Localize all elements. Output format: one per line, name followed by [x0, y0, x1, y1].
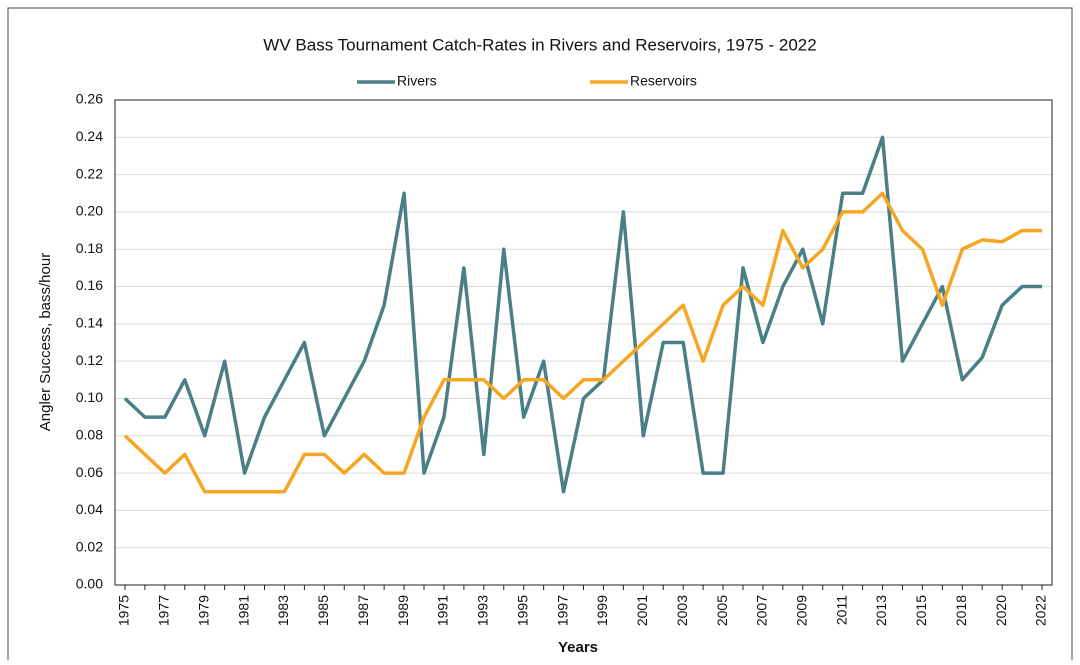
- y-tick-label: 0.16: [76, 277, 103, 293]
- x-tick-label: 2015: [913, 595, 929, 626]
- y-tick-label: 0.06: [76, 464, 103, 480]
- x-tick-label: 2020: [993, 595, 1009, 626]
- x-tick-label: 1981: [235, 595, 251, 626]
- legend-label: Rivers: [397, 73, 437, 89]
- x-tick-label: 2011: [833, 595, 849, 625]
- x-tick-label: 1999: [594, 595, 610, 626]
- chart-title: WV Bass Tournament Catch-Rates in Rivers…: [263, 35, 816, 54]
- x-tick-label: 1991: [435, 595, 451, 626]
- y-tick-label: 0.22: [76, 165, 103, 181]
- x-tick-label: 1993: [475, 595, 491, 626]
- x-tick-label: 2009: [794, 595, 810, 626]
- y-tick-label: 0.12: [76, 352, 103, 368]
- x-tick-label: 1975: [116, 595, 132, 626]
- y-tick-label: 0.10: [76, 389, 103, 405]
- y-tick-label: 0.14: [76, 315, 103, 331]
- y-tick-label: 0.18: [76, 240, 103, 256]
- x-tick-label: 2007: [754, 595, 770, 626]
- y-tick-label: 0.04: [76, 501, 103, 517]
- x-tick-label: 2005: [714, 595, 730, 626]
- y-tick-label: 0.24: [76, 128, 103, 144]
- legend-label: Reservoirs: [630, 73, 697, 89]
- y-tick-label: 0.20: [76, 203, 103, 219]
- y-tick-label: 0.00: [76, 576, 103, 592]
- chart-frame: [7, 7, 1073, 665]
- x-tick-label: 1987: [355, 595, 371, 626]
- x-tick-label: 2013: [873, 595, 889, 626]
- x-tick-label: 1985: [315, 595, 331, 626]
- x-tick-label: 1989: [395, 595, 411, 626]
- x-tick-label: 2018: [953, 595, 969, 626]
- x-tick-label: 1997: [554, 595, 570, 626]
- x-tick-label: 2003: [674, 595, 690, 626]
- x-tick-label: 2022: [1033, 595, 1049, 626]
- x-axis-title: Years: [558, 639, 598, 656]
- x-tick-label: 1983: [275, 595, 291, 626]
- y-tick-label: 0.26: [76, 91, 103, 107]
- x-tick-label: 1995: [514, 595, 530, 626]
- y-axis-title: Angler Success, bass/hour: [37, 253, 54, 431]
- x-tick-label: 1979: [195, 595, 211, 626]
- series-line: [123, 191, 1043, 494]
- x-tick-label: 2001: [634, 595, 650, 626]
- series-line: [123, 135, 1043, 494]
- x-tick-label: 1977: [156, 595, 172, 626]
- y-tick-label: 0.02: [76, 538, 103, 554]
- y-tick-label: 0.08: [76, 426, 103, 442]
